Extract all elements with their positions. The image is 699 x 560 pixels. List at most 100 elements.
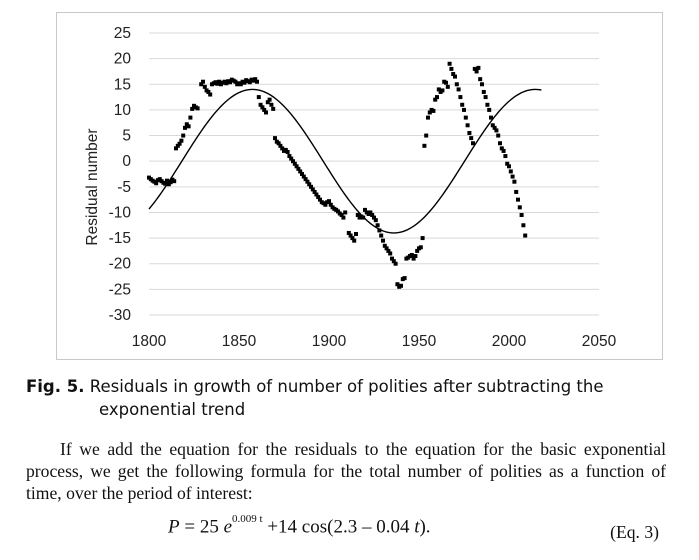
caption-text-line2: exponential trend bbox=[99, 400, 246, 419]
data-points bbox=[147, 61, 528, 289]
data-point bbox=[217, 79, 222, 84]
y-tick-label: -15 bbox=[109, 230, 131, 247]
data-point bbox=[463, 115, 468, 120]
data-point bbox=[386, 248, 391, 253]
data-point bbox=[503, 154, 508, 159]
data-point bbox=[224, 81, 229, 86]
y-tick-label: 25 bbox=[114, 25, 131, 42]
data-point bbox=[368, 210, 373, 215]
data-point bbox=[181, 133, 186, 138]
data-point bbox=[303, 177, 308, 182]
data-point bbox=[202, 84, 207, 89]
data-point bbox=[183, 125, 187, 130]
data-point bbox=[255, 79, 259, 84]
data-point bbox=[440, 88, 445, 93]
data-point bbox=[172, 179, 177, 184]
data-point bbox=[307, 182, 312, 187]
data-point bbox=[483, 95, 488, 100]
data-point bbox=[327, 199, 331, 204]
data-point bbox=[402, 276, 407, 281]
data-point bbox=[391, 259, 396, 264]
data-point bbox=[487, 107, 492, 112]
data-point bbox=[451, 72, 456, 77]
data-point bbox=[395, 282, 400, 287]
data-point bbox=[433, 97, 438, 102]
data-point bbox=[469, 136, 474, 141]
data-point bbox=[413, 254, 418, 259]
data-point bbox=[328, 202, 333, 207]
equation-number: (Eq. 3) bbox=[610, 522, 659, 542]
data-point bbox=[363, 207, 367, 212]
data-point bbox=[415, 248, 420, 253]
data-point bbox=[262, 107, 267, 112]
data-point bbox=[206, 89, 211, 94]
data-point bbox=[494, 128, 499, 133]
data-point bbox=[492, 125, 497, 130]
y-tick-label: -10 bbox=[109, 204, 132, 221]
data-point bbox=[382, 243, 387, 248]
x-tick-label: 2000 bbox=[492, 333, 527, 350]
data-point bbox=[390, 256, 394, 261]
data-point bbox=[267, 97, 272, 102]
data-point bbox=[201, 79, 205, 84]
data-point bbox=[300, 172, 304, 176]
data-point bbox=[292, 161, 297, 166]
data-point bbox=[184, 122, 189, 127]
body-paragraph: If we add the equation for the residuals… bbox=[26, 439, 666, 503]
equation-lhs: P bbox=[168, 516, 180, 538]
y-tick-label: -30 bbox=[109, 307, 132, 324]
data-point bbox=[280, 146, 285, 151]
data-point bbox=[517, 205, 522, 210]
data-point bbox=[453, 74, 457, 79]
data-point bbox=[233, 79, 238, 84]
caption-text-line1: Residuals in growth of number of politie… bbox=[89, 377, 604, 396]
data-point bbox=[445, 84, 450, 89]
data-point bbox=[474, 69, 479, 74]
data-point bbox=[348, 233, 353, 238]
y-tick-label: -25 bbox=[109, 281, 131, 298]
data-point bbox=[154, 181, 159, 186]
data-point bbox=[521, 223, 526, 228]
data-point bbox=[343, 210, 348, 215]
data-point bbox=[381, 238, 385, 243]
data-point bbox=[424, 133, 429, 138]
data-point bbox=[523, 233, 528, 238]
data-point bbox=[305, 179, 310, 184]
data-point bbox=[426, 115, 430, 120]
data-point bbox=[476, 65, 481, 70]
data-point bbox=[471, 141, 475, 146]
data-point bbox=[375, 223, 380, 228]
fitted-curve bbox=[148, 88, 542, 234]
data-point bbox=[318, 197, 322, 202]
equation-t: t bbox=[414, 516, 420, 538]
figure-label: Fig. 5. bbox=[26, 377, 85, 396]
data-point bbox=[377, 228, 382, 233]
data-point bbox=[247, 80, 252, 85]
data-point bbox=[166, 182, 171, 187]
data-point bbox=[431, 108, 436, 113]
data-point bbox=[256, 95, 261, 100]
data-point bbox=[312, 189, 317, 194]
data-point bbox=[316, 195, 321, 200]
data-point bbox=[355, 213, 360, 218]
data-point bbox=[490, 123, 495, 128]
data-point bbox=[188, 115, 193, 120]
data-point bbox=[265, 100, 270, 105]
data-point bbox=[510, 174, 515, 179]
data-point bbox=[449, 66, 454, 71]
data-point bbox=[174, 146, 178, 151]
y-tick-label: -5 bbox=[117, 179, 131, 196]
x-tick-label: 1950 bbox=[402, 333, 437, 350]
data-point bbox=[422, 143, 427, 148]
data-point bbox=[177, 141, 182, 146]
data-point bbox=[418, 245, 423, 250]
data-point bbox=[350, 236, 355, 241]
data-point bbox=[242, 80, 247, 85]
data-point bbox=[427, 110, 432, 115]
y-tick-label: 0 bbox=[122, 153, 131, 170]
data-point bbox=[168, 180, 173, 185]
data-point bbox=[489, 115, 493, 120]
data-point bbox=[499, 146, 504, 151]
data-point bbox=[264, 110, 268, 115]
data-point bbox=[296, 166, 301, 171]
